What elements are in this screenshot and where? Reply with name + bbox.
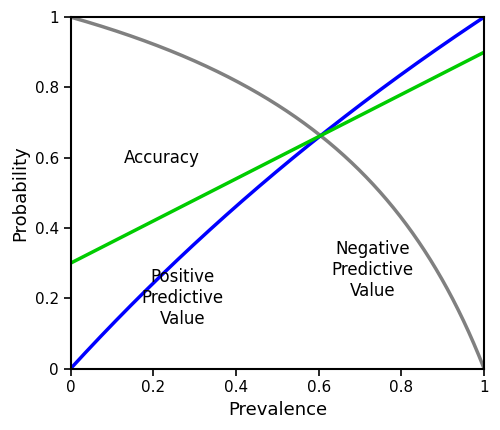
Text: Positive
Predictive
Value: Positive Predictive Value <box>142 268 224 328</box>
Y-axis label: Probability: Probability <box>11 145 29 241</box>
Text: Accuracy: Accuracy <box>124 149 200 167</box>
X-axis label: Prevalence: Prevalence <box>228 401 327 419</box>
Text: Negative
Predictive
Value: Negative Predictive Value <box>332 240 413 300</box>
